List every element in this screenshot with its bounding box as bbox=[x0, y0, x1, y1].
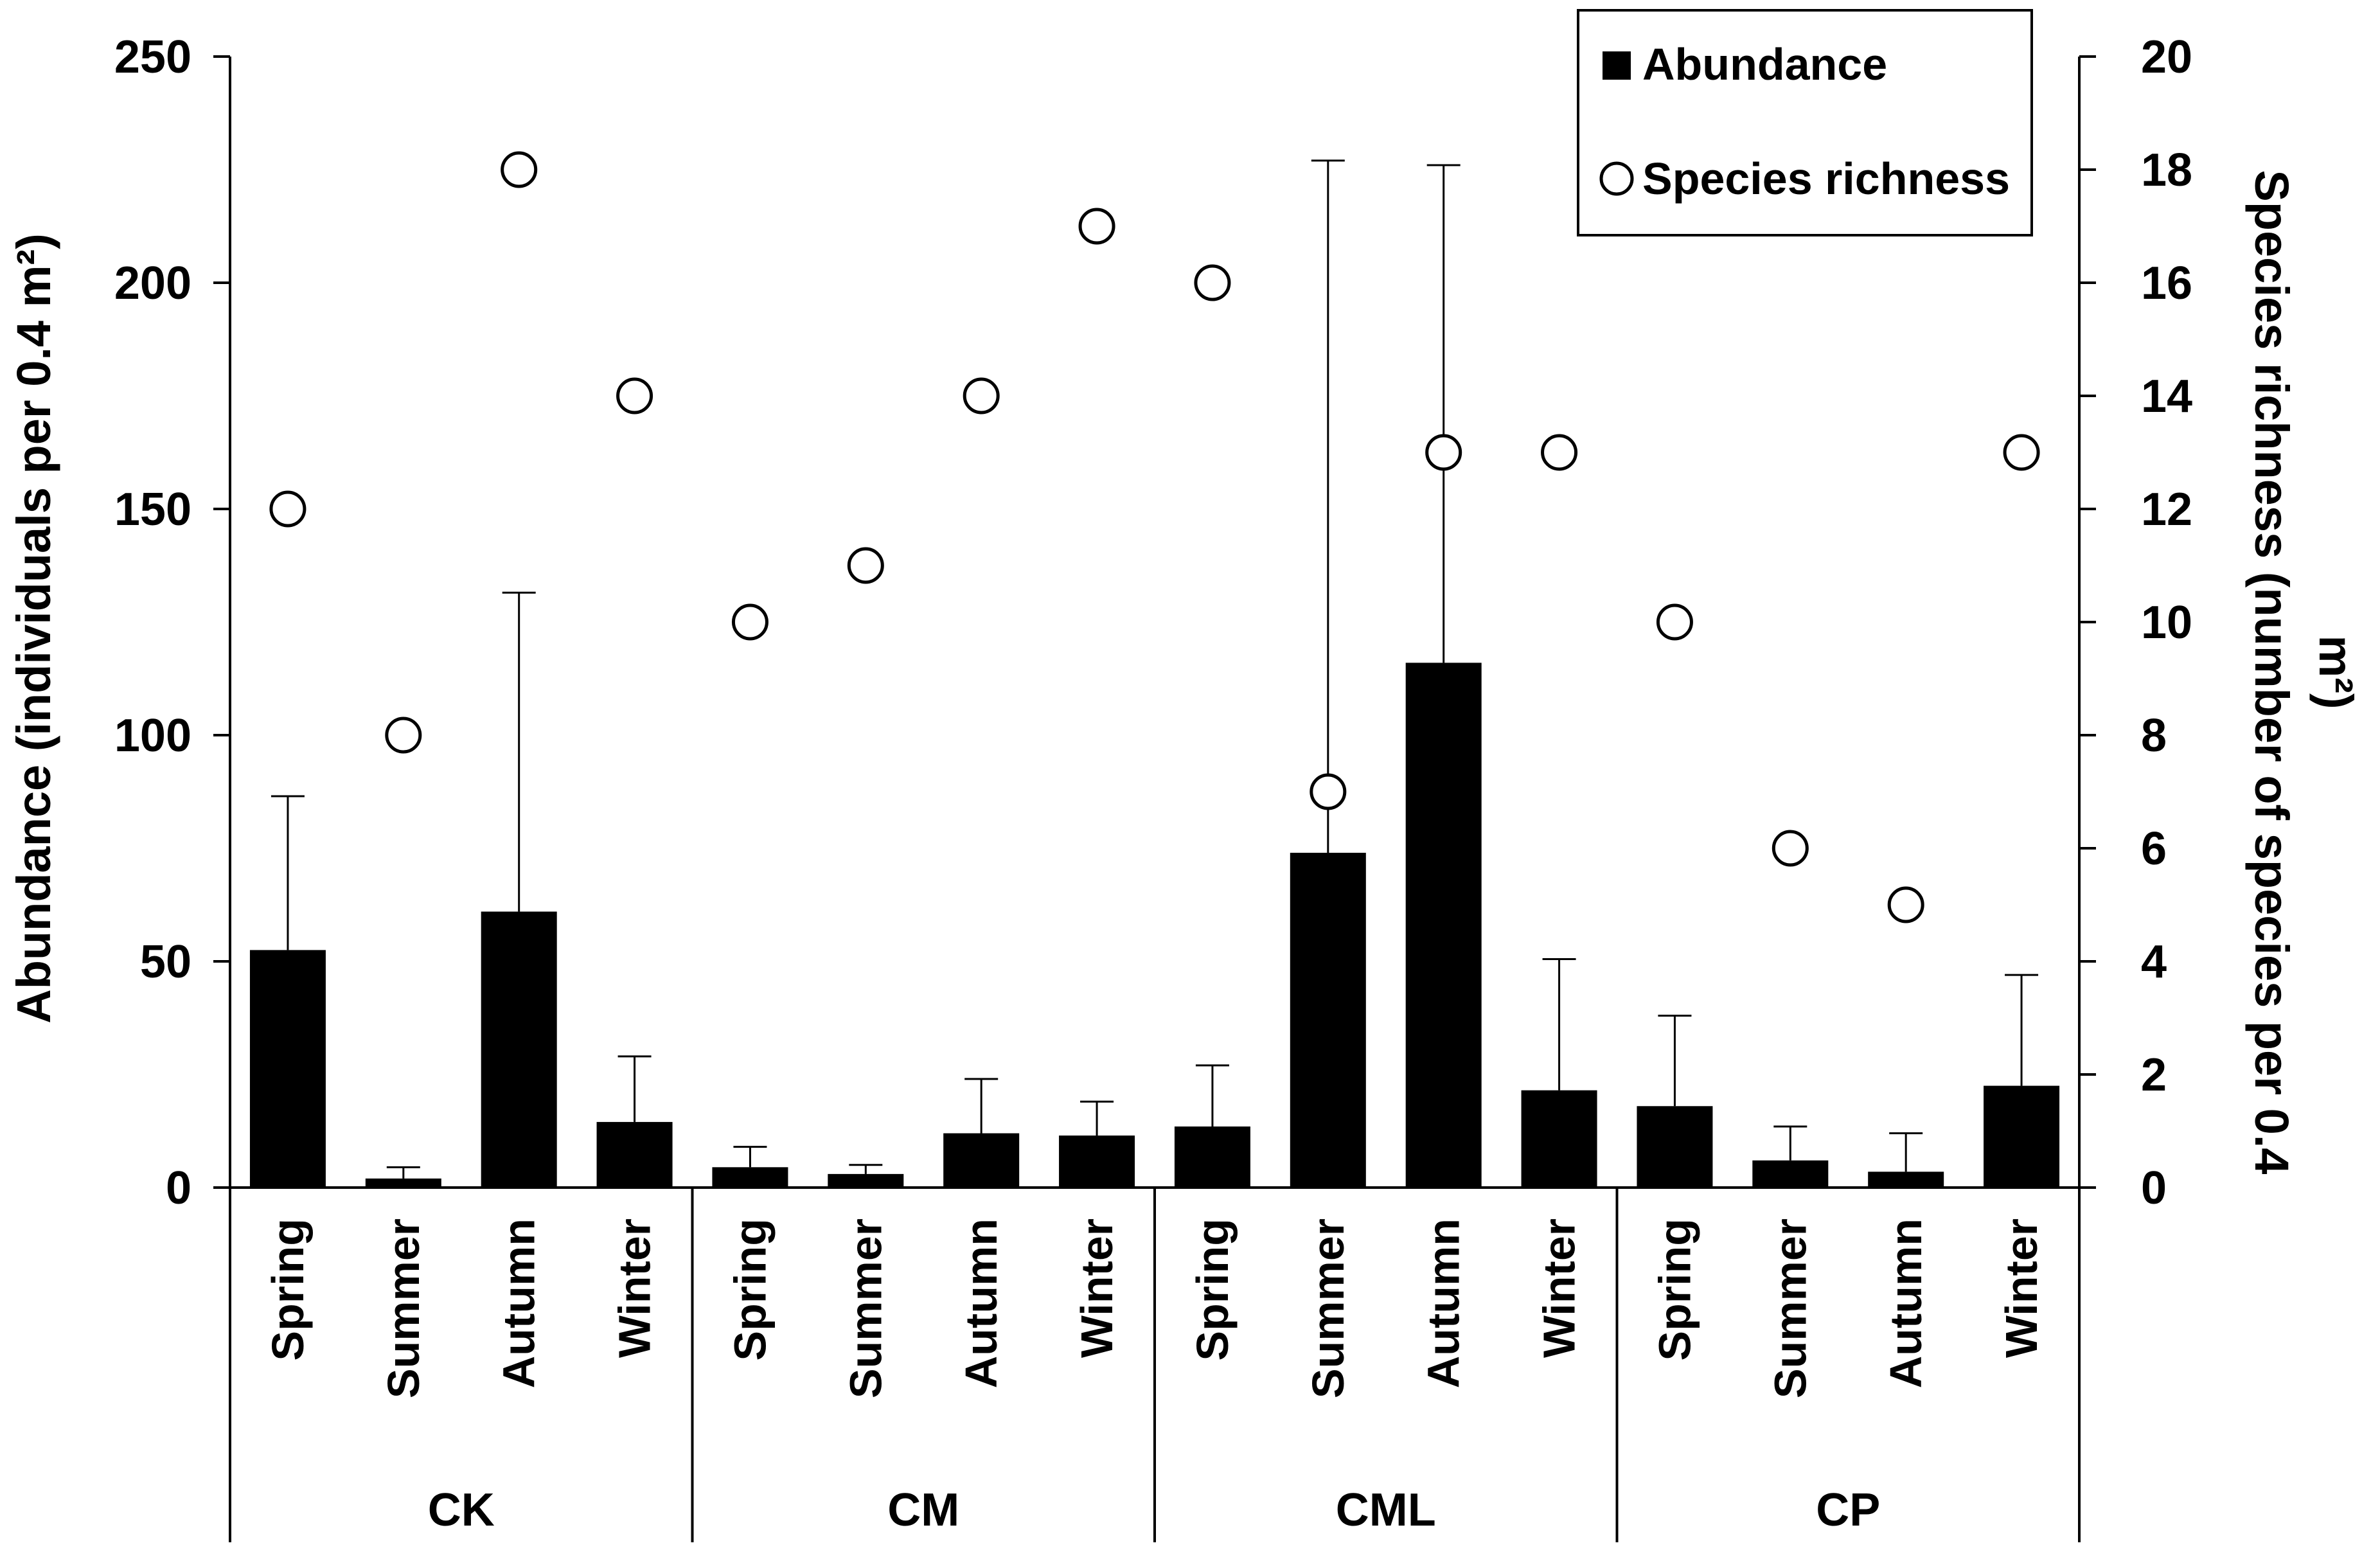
error-bars-layer bbox=[271, 159, 2039, 1179]
right-tick-label: 6 bbox=[2141, 823, 2167, 875]
legend-abundance-label: Abundance bbox=[1642, 39, 1887, 89]
points-layer bbox=[269, 151, 2040, 923]
species-richness-point bbox=[963, 377, 1000, 414]
species-richness-point bbox=[731, 603, 768, 641]
season-label-autumn: Autumn bbox=[956, 1218, 1006, 1388]
right-tick-label: 20 bbox=[2141, 31, 2192, 83]
left-tick-label: 50 bbox=[140, 936, 191, 988]
season-label-autumn: Autumn bbox=[1881, 1218, 1931, 1388]
abundance-bar bbox=[1637, 1106, 1713, 1188]
season-label-summer: Summer bbox=[840, 1218, 891, 1398]
abundance-bar bbox=[596, 1121, 673, 1188]
season-label-autumn: Autumn bbox=[494, 1218, 544, 1388]
right-tick-label: 0 bbox=[2141, 1162, 2167, 1214]
right-tick-label: 8 bbox=[2141, 710, 2167, 762]
abundance-bar bbox=[1752, 1160, 1829, 1188]
season-label-spring: Spring bbox=[725, 1218, 775, 1361]
abundance-bar bbox=[249, 950, 326, 1188]
species-richness-point bbox=[269, 490, 306, 528]
species-richness-point bbox=[1656, 603, 1693, 641]
abundance-bar bbox=[1405, 663, 1482, 1188]
right-tick-label: 12 bbox=[2141, 484, 2192, 535]
season-label-autumn: Autumn bbox=[1419, 1218, 1469, 1388]
group-label-cml: CML bbox=[1336, 1484, 1436, 1536]
abundance-bar bbox=[712, 1167, 788, 1188]
season-label-spring: Spring bbox=[1187, 1218, 1238, 1361]
abundance-bar bbox=[481, 911, 557, 1188]
abundance-bar bbox=[1984, 1085, 2060, 1188]
left-tick-label: 150 bbox=[114, 484, 191, 535]
right-tick-label: 2 bbox=[2141, 1049, 2167, 1101]
season-label-summer: Summer bbox=[378, 1218, 429, 1398]
left-tick-label: 250 bbox=[114, 31, 191, 83]
left-tick-label: 200 bbox=[114, 258, 191, 309]
bars-layer bbox=[249, 663, 2060, 1188]
right-tick-label: 14 bbox=[2141, 371, 2192, 422]
species-richness-point bbox=[1425, 434, 1462, 471]
right-axis-title-line-1: Species richness (number of species per … bbox=[2245, 170, 2298, 1175]
species-richness-point bbox=[1194, 264, 1231, 301]
species-richness-point bbox=[1772, 830, 1809, 867]
abundance-bar bbox=[1521, 1090, 1597, 1188]
season-label-spring: Spring bbox=[1649, 1218, 1700, 1361]
left-axis-title: Abundance (individuals per 0.4 m²) bbox=[7, 233, 60, 1023]
species-richness-point bbox=[1078, 208, 1115, 245]
species-richness-point bbox=[501, 151, 538, 188]
left-tick-label: 100 bbox=[114, 710, 191, 762]
group-label-cm: CM bbox=[887, 1484, 959, 1536]
abundance-bar bbox=[1059, 1136, 1135, 1188]
season-label-spring: Spring bbox=[263, 1218, 313, 1361]
abundance-bar bbox=[943, 1133, 1020, 1188]
right-axis-title-line-2: m²) bbox=[2309, 635, 2363, 709]
season-label-winter: Winter bbox=[1072, 1218, 1122, 1358]
left-tick-label: 0 bbox=[166, 1162, 191, 1214]
species-richness-point bbox=[1887, 886, 1924, 923]
abundance-bar bbox=[365, 1178, 441, 1188]
legend-box bbox=[1577, 9, 2033, 236]
season-label-summer: Summer bbox=[1303, 1218, 1353, 1398]
species-richness-point bbox=[1541, 434, 1578, 471]
species-richness-point bbox=[2003, 434, 2040, 471]
legend-abundance-swatch bbox=[1603, 51, 1631, 80]
abundance-bar bbox=[1868, 1171, 1944, 1188]
season-label-summer: Summer bbox=[1765, 1218, 1815, 1398]
right-tick-label: 16 bbox=[2141, 258, 2192, 309]
season-label-winter: Winter bbox=[1534, 1218, 1585, 1358]
abundance-bar bbox=[1174, 1126, 1250, 1188]
abundance-bar bbox=[828, 1173, 904, 1188]
season-label-winter: Winter bbox=[1996, 1218, 2047, 1358]
species-richness-point bbox=[847, 547, 884, 584]
abundance-bar bbox=[1290, 853, 1366, 1188]
species-richness-point bbox=[1310, 773, 1347, 810]
legend-species-richness-marker bbox=[1599, 161, 1634, 196]
species-richness-point bbox=[385, 717, 422, 754]
species-richness-point bbox=[616, 377, 653, 414]
right-tick-label: 10 bbox=[2141, 597, 2192, 648]
legend: Abundance Species richness bbox=[1577, 9, 2033, 236]
season-label-winter: Winter bbox=[610, 1218, 660, 1358]
legend-species-richness-label: Species richness bbox=[1642, 154, 2010, 204]
right-tick-label: 4 bbox=[2141, 936, 2167, 988]
group-label-ck: CK bbox=[428, 1484, 495, 1536]
group-label-cp: CP bbox=[1816, 1484, 1880, 1536]
labels-layer: 0 50 100 150 200 250 0 2 4 6 8 10 12 14 16 18 20 CK CM CML C… bbox=[7, 31, 2363, 1536]
right-tick-label: 18 bbox=[2141, 145, 2192, 196]
